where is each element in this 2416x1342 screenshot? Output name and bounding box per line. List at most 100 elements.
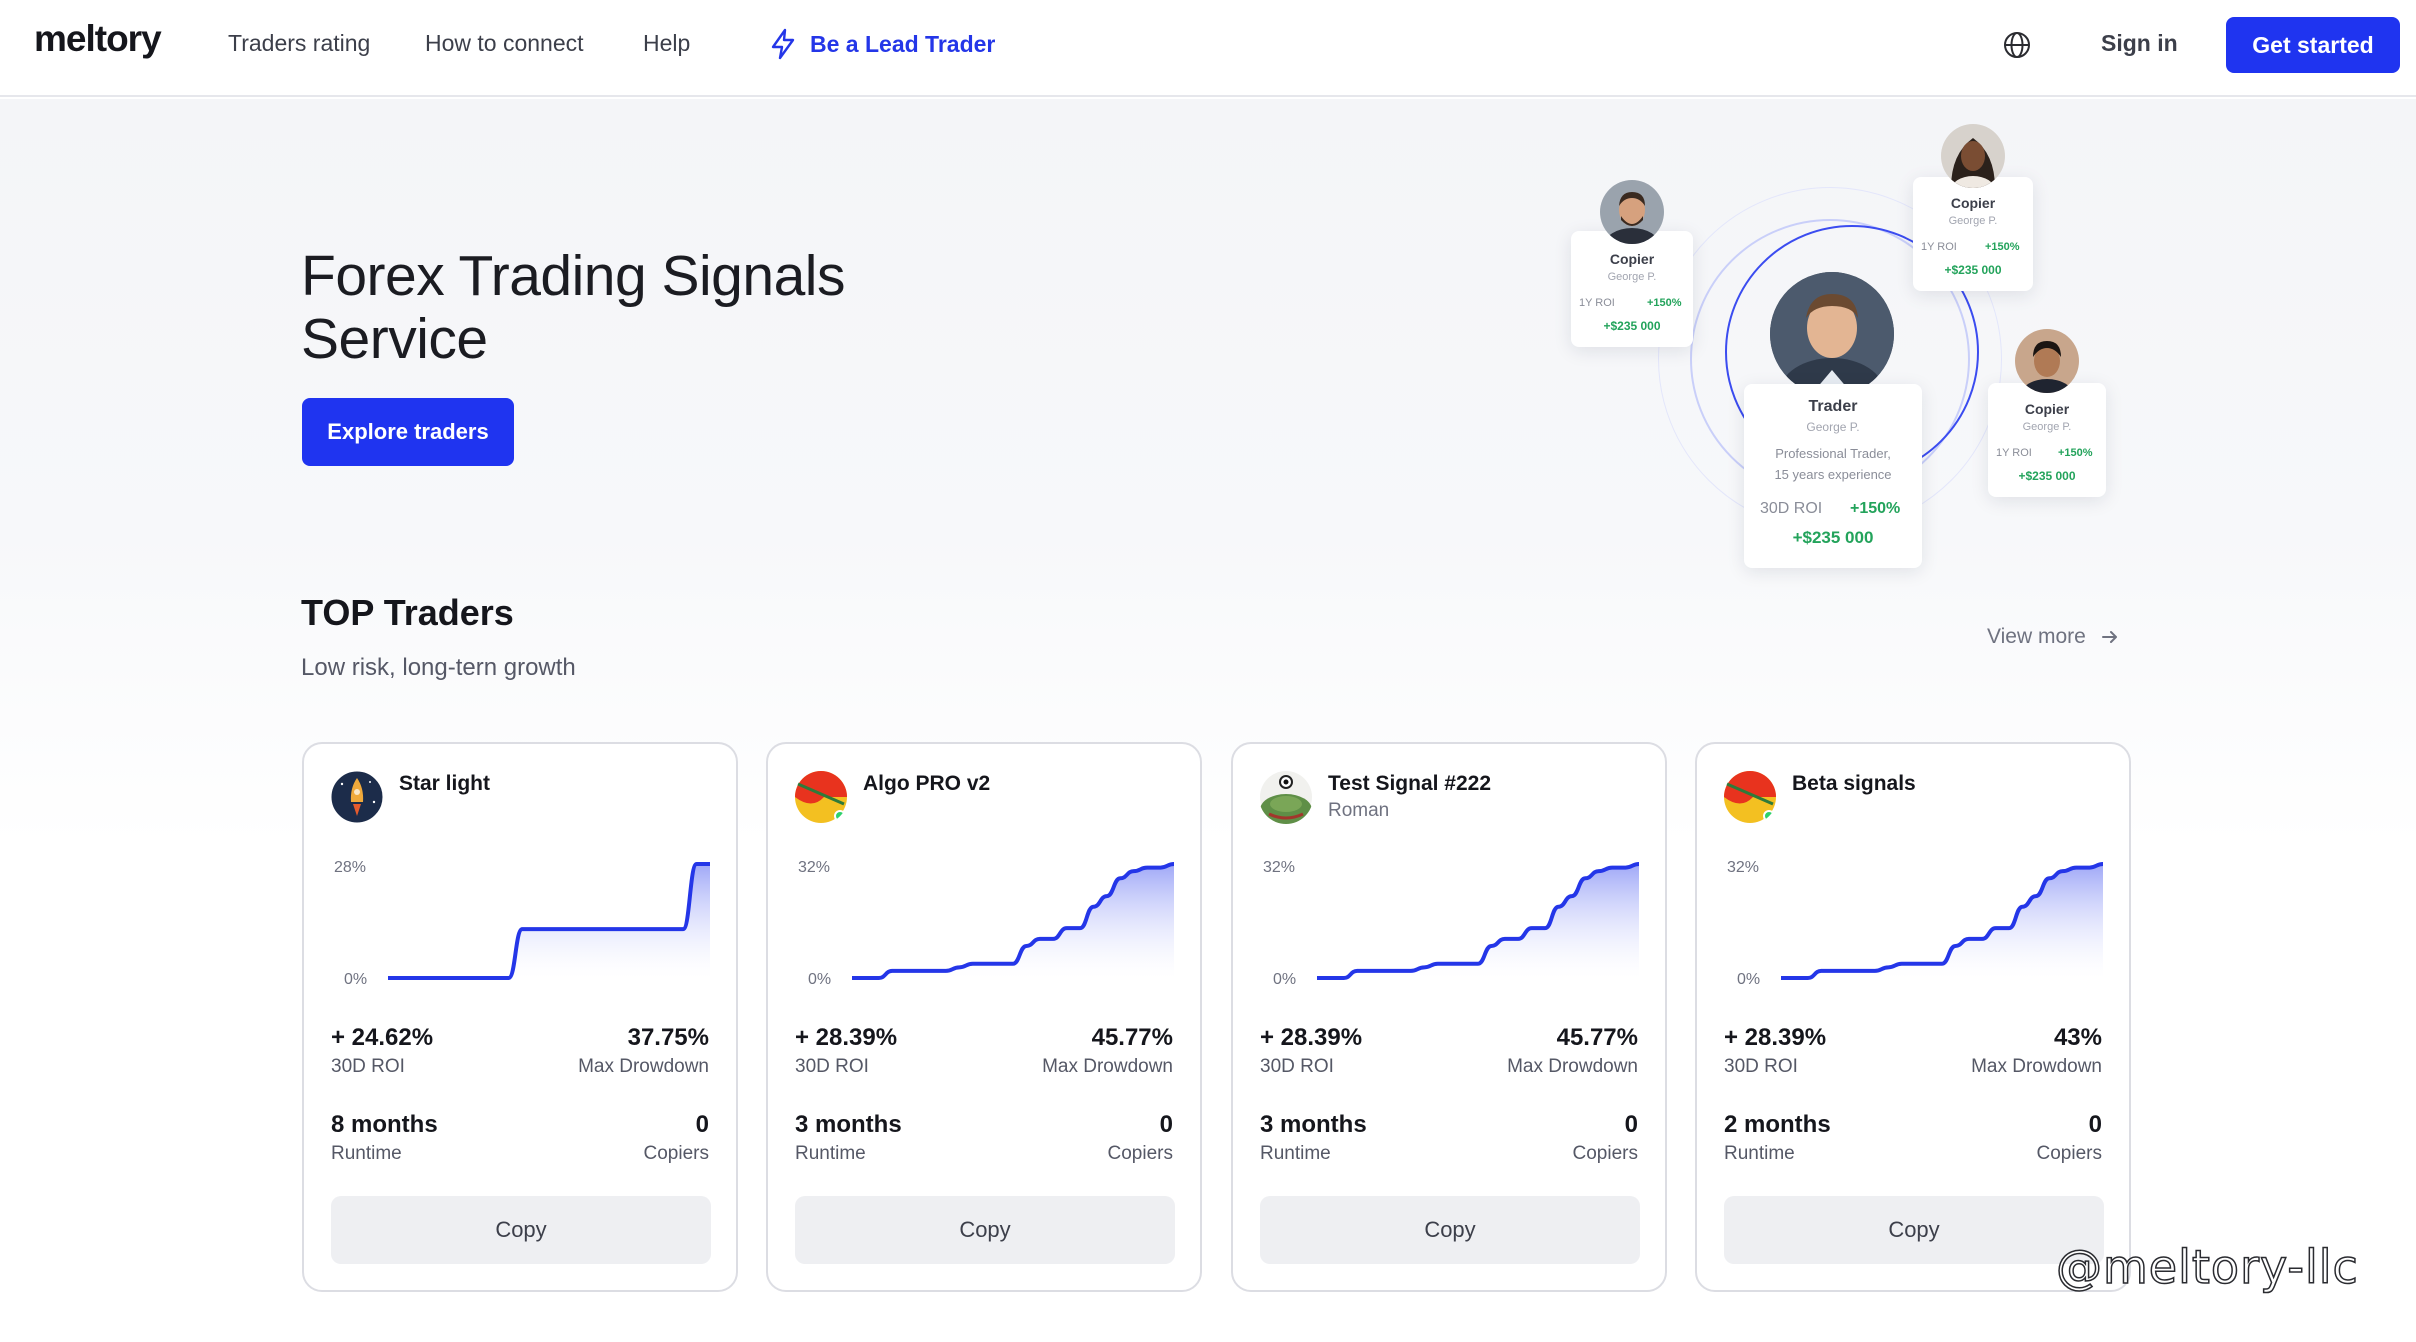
- be-lead-trader-label: Be a Lead Trader: [810, 30, 996, 57]
- copiers-label: Copiers: [1107, 1143, 1173, 1164]
- nav-traders-rating[interactable]: Traders rating: [228, 30, 371, 56]
- trader-card[interactable]: Test Signal #222 Roman 32% 0% + 28.39% 3…: [1231, 742, 1667, 1292]
- get-started-button[interactable]: Get started: [2226, 17, 2400, 73]
- trader-name: Star light: [399, 772, 491, 795]
- runtime-label: Runtime: [1724, 1143, 1795, 1164]
- trader-card: Trader George P. Professional Trader, 15…: [1744, 384, 1922, 568]
- copier-name: George P.: [1607, 271, 1657, 283]
- copier-roi-value: +150%: [1985, 241, 2020, 253]
- runtime-value: 8 months: [331, 1111, 438, 1138]
- trader-name: Beta signals: [1792, 772, 1916, 795]
- sign-in-button[interactable]: Sign in: [2101, 30, 2178, 56]
- page-title-line-2: Service: [301, 307, 488, 371]
- runtime-label: Runtime: [1260, 1143, 1331, 1164]
- copiers-value: 0: [695, 1111, 709, 1138]
- chart-area: [388, 864, 710, 978]
- trader-name: Algo PRO v2: [863, 772, 991, 795]
- trader-name: Test Signal #222: [1328, 772, 1492, 795]
- explore-traders-button[interactable]: Explore traders: [302, 398, 514, 466]
- copier-roi-value: +150%: [1647, 297, 1682, 309]
- page-title: Forex Trading Signals Service: [301, 245, 1001, 371]
- page-title-line-1: Forex Trading Signals: [301, 244, 845, 308]
- trader-desc-2: 15 years experience: [1774, 467, 1892, 482]
- watermark: @meltory-llc: [2055, 1239, 2359, 1295]
- frog-avatar-icon: [1259, 770, 1313, 824]
- roi-value: + 24.62%: [331, 1024, 434, 1051]
- y-tick-min: 0%: [344, 971, 368, 988]
- view-more-link[interactable]: View more: [1987, 625, 2120, 649]
- runtime-label: Runtime: [331, 1143, 402, 1164]
- roi-label: 30D ROI: [1724, 1056, 1798, 1077]
- copiers-value: 0: [1159, 1111, 1173, 1138]
- runtime-value: 3 months: [1260, 1111, 1367, 1138]
- copier-avatar-2: [1941, 124, 2005, 188]
- trader-desc-1: Professional Trader,: [1775, 446, 1891, 461]
- chart-area: [1781, 864, 2103, 978]
- drawdown-label: Max Drowdown: [578, 1056, 709, 1077]
- flag-avatar-icon: [794, 770, 848, 824]
- y-tick-min: 0%: [1273, 971, 1297, 988]
- trader-roi-value: +150%: [1850, 500, 1901, 517]
- copier-roi-value: +150%: [2058, 447, 2093, 459]
- drawdown-label: Max Drowdown: [1507, 1056, 1638, 1077]
- copier-roi-label: 1Y ROI: [1921, 241, 1957, 253]
- roi-label: 30D ROI: [795, 1056, 869, 1077]
- y-tick-max: 32%: [1263, 859, 1296, 876]
- trader-card[interactable]: Algo PRO v2 32% 0% + 28.39% 30D ROI 45.7…: [766, 742, 1202, 1292]
- roi-value: + 28.39%: [795, 1024, 898, 1051]
- copier-card-1: Copier George P. 1Y ROI +150% +$235 000: [1571, 231, 1693, 347]
- trader-role: Trader: [1808, 398, 1858, 415]
- copiers-value: 0: [2088, 1111, 2102, 1138]
- runtime-label: Runtime: [795, 1143, 866, 1164]
- trader-card[interactable]: Beta signals 32% 0% + 28.39% 30D ROI 43%…: [1695, 742, 2131, 1292]
- copiers-label: Copiers: [2036, 1143, 2102, 1164]
- copier-avatar-1: [1600, 180, 1664, 244]
- copy-button[interactable]: Copy: [1724, 1196, 2104, 1264]
- copy-button[interactable]: Copy: [1260, 1196, 1640, 1264]
- top-nav-bar: meltory Traders rating How to connect He…: [0, 0, 2416, 97]
- nav-help[interactable]: Help: [643, 30, 691, 56]
- rocket-avatar-icon: [330, 770, 384, 824]
- copier-roi-label: 1Y ROI: [1996, 447, 2032, 459]
- copiers-label: Copiers: [1572, 1143, 1638, 1164]
- chart-line: [388, 862, 710, 980]
- view-more-label: View more: [1987, 625, 2086, 648]
- trader-subname: Roman: [1328, 800, 1390, 821]
- copier-role: Copier: [1609, 251, 1655, 267]
- drawdown-value: 45.77%: [1556, 1024, 1638, 1051]
- nav-how-to-connect[interactable]: How to connect: [425, 30, 584, 56]
- be-lead-trader-link[interactable]: Be a Lead Trader: [770, 26, 995, 62]
- copier-name: George P.: [2022, 421, 2072, 433]
- trader-name: George P.: [1806, 420, 1860, 434]
- y-tick-max: 32%: [1727, 859, 1760, 876]
- logo[interactable]: meltory: [34, 18, 162, 59]
- chart-area: [1317, 864, 1639, 978]
- runtime-value: 3 months: [795, 1111, 902, 1138]
- y-tick-max: 28%: [334, 859, 367, 876]
- globe-icon[interactable]: [2002, 30, 2032, 60]
- copier-profit: +$235 000: [1603, 319, 1661, 333]
- roi-value: + 28.39%: [1260, 1024, 1363, 1051]
- y-tick-max: 32%: [798, 859, 831, 876]
- copy-button[interactable]: Copy: [795, 1196, 1175, 1264]
- copier-roi-label: 1Y ROI: [1579, 297, 1615, 309]
- chart-line: [1781, 862, 2104, 980]
- drawdown-value: 45.77%: [1091, 1024, 1173, 1051]
- copier-name: George P.: [1948, 215, 1998, 227]
- copiers-value: 0: [1624, 1111, 1638, 1138]
- roi-chart: [852, 862, 1175, 980]
- drawdown-value: 43%: [2053, 1024, 2102, 1051]
- chart-line: [852, 862, 1175, 980]
- trader-profit: +$235 000: [1792, 528, 1874, 547]
- drawdown-label: Max Drowdown: [1042, 1056, 1173, 1077]
- lightning-icon: [771, 28, 795, 60]
- section-subtitle: Low risk, long-tern growth: [301, 654, 576, 681]
- trader-roi-label: 30D ROI: [1760, 500, 1823, 517]
- roi-chart: [1317, 862, 1640, 980]
- section-title: TOP Traders: [301, 592, 514, 633]
- trader-avatar: [1770, 272, 1894, 396]
- y-tick-min: 0%: [808, 971, 832, 988]
- y-tick-min: 0%: [1737, 971, 1761, 988]
- trader-card[interactable]: Star light 28% 0% + 24.62% 30D ROI 37.75…: [302, 742, 738, 1292]
- copy-button[interactable]: Copy: [331, 1196, 711, 1264]
